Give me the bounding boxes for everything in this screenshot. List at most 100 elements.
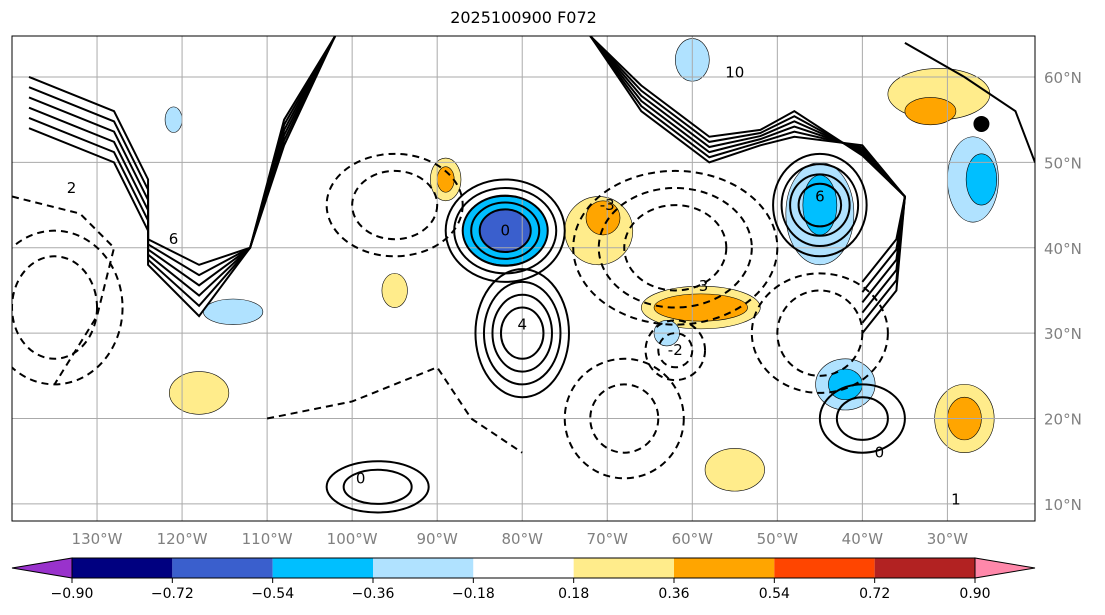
negative-contour (266, 366, 523, 454)
negative-contour (351, 169, 439, 241)
colorbar-segment (72, 558, 173, 578)
contour-label: 10 (725, 64, 744, 82)
lat-tick-label: 30°N (1044, 325, 1082, 343)
positive-contour (589, 36, 906, 283)
lat-tick-label: 60°N (1044, 69, 1082, 87)
positive-contour (28, 36, 337, 287)
axis-ticks: 130°W 120°W 110°W 100°W 90°W 80°W 70°W 60°W 50°W… (72, 69, 1082, 548)
negative-contour (750, 272, 889, 394)
negative-contour (657, 332, 694, 369)
contour-label: 4 (517, 316, 527, 334)
lon-tick-label: 110°W (242, 530, 293, 548)
colorbar: −0.90 −0.72 −0.54 −0.36 −0.18 0.18 0.36 0.54 0.7… (11, 557, 1036, 602)
lat-tick-label: 20°N (1044, 411, 1082, 429)
positive-contour (28, 36, 337, 308)
colorbar-segment (373, 558, 474, 578)
negative-contour (12, 229, 124, 386)
negative-contour (325, 152, 464, 258)
positive-contour (589, 36, 906, 304)
colorbar-label: −0.36 (352, 586, 395, 602)
colorbar-label: −0.90 (51, 586, 94, 602)
positive-contour (772, 152, 868, 258)
positive-contour (342, 468, 413, 505)
colorbar-extend-max (974, 557, 1036, 579)
lon-tick-label: 90°W (416, 530, 458, 548)
contour-label: 2 (67, 179, 77, 197)
location-marker (973, 115, 990, 132)
colorbar-label: 0.72 (859, 586, 890, 602)
negative-contour (623, 204, 728, 292)
colorbar-segment (874, 558, 975, 578)
lat-tick-label: 10°N (1044, 496, 1082, 514)
anomaly-region (381, 273, 408, 308)
lon-tick-label: 50°W (757, 530, 799, 548)
contour-label: -3 (693, 277, 708, 295)
lat-tick-label: 40°N (1044, 240, 1082, 258)
positive-contour (789, 173, 851, 237)
lon-tick-label: 100°W (327, 530, 378, 548)
colorbar-label: 0.36 (658, 586, 689, 602)
lon-tick-label: 60°W (672, 530, 714, 548)
gridlines (12, 36, 1035, 521)
anomaly-shading (164, 38, 999, 492)
lon-tick-label: 130°W (72, 530, 123, 548)
positive-contour (835, 396, 889, 441)
positive-contour (461, 194, 549, 267)
colorbar-segment (774, 558, 875, 578)
anomaly-region (164, 106, 183, 133)
positive-contour (28, 36, 336, 318)
negative-contour (12, 255, 99, 360)
positive-contour (797, 182, 843, 228)
lon-tick-label: 120°W (157, 530, 208, 548)
contour-label: 6 (169, 230, 179, 248)
height-contours (12, 36, 1035, 514)
positive-contour (444, 178, 566, 283)
positive-contour (325, 460, 430, 514)
positive-contour (28, 36, 337, 297)
positive-contour (474, 268, 570, 399)
colorbar-segment (172, 558, 273, 578)
negative-contour (12, 195, 116, 385)
positive-contour (491, 293, 553, 373)
colorbar-label: −0.72 (151, 586, 194, 602)
contour-label: -3 (600, 196, 615, 214)
contour-label: -2 (668, 341, 683, 359)
contour-label: 6 (815, 188, 825, 206)
map-title: 2025100900 F072 (450, 8, 597, 27)
contour-label: 0 (875, 444, 885, 462)
positive-contour (780, 163, 860, 248)
negative-contour (644, 319, 707, 382)
anomaly-region (585, 200, 621, 236)
positive-contour (904, 41, 1035, 163)
positive-contour (499, 306, 545, 360)
negative-contour (597, 186, 753, 309)
positive-contour (589, 36, 906, 324)
lat-tick-label: 50°N (1044, 154, 1082, 172)
positive-contour (28, 36, 337, 266)
positive-contour (818, 383, 906, 454)
colorbar-extend-min (11, 557, 73, 579)
positive-contour (28, 36, 337, 277)
lon-tick-label: 80°W (502, 530, 544, 548)
anomaly-region (203, 298, 264, 325)
anomaly-region (965, 153, 998, 206)
anomaly-region (704, 448, 765, 492)
colorbar-label: 0.18 (558, 586, 589, 602)
lon-tick-label: 40°W (842, 530, 884, 548)
negative-contour (563, 357, 685, 480)
lon-tick-label: 30°W (927, 530, 969, 548)
colorbar-segment (674, 558, 775, 578)
colorbar-label: 0.54 (759, 586, 790, 602)
colorbar-label: −0.18 (452, 586, 495, 602)
colorbar-segment (473, 558, 574, 578)
colorbar-outline (71, 557, 976, 579)
positive-contour (589, 36, 906, 293)
positive-contour (478, 208, 532, 254)
colorbar-segment (272, 558, 373, 578)
colorbar-label: 0.90 (959, 586, 990, 602)
colorbar-label: −0.54 (251, 586, 294, 602)
lon-tick-label: 70°W (587, 530, 629, 548)
negative-contour (589, 383, 660, 454)
